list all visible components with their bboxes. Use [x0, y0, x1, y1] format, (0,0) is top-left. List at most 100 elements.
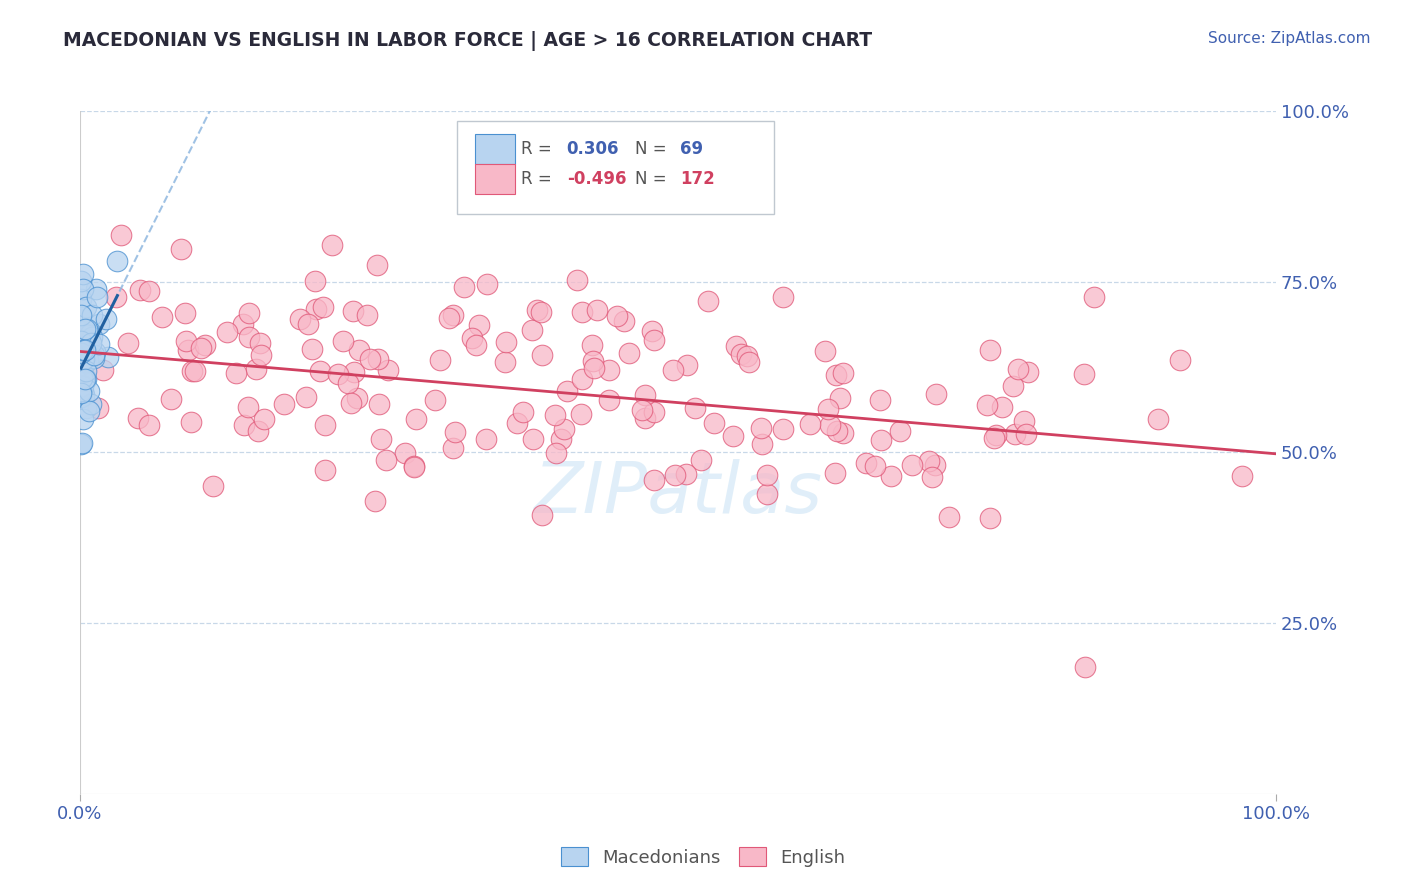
Point [72, 282, 94, 296]
Point [586, 302, 609, 317]
Point [80, 308, 103, 322]
Point [343, 365, 366, 379]
Point [312, 300, 335, 314]
Point [925, 386, 948, 401]
Point [72, 351, 94, 366]
Point [70, 308, 93, 322]
Point [70, 436, 93, 450]
Point [233, 418, 256, 433]
Point [238, 306, 260, 320]
FancyBboxPatch shape [475, 164, 515, 194]
Point [1007, 362, 1029, 376]
Point [921, 470, 943, 484]
Point [72, 267, 94, 281]
Point [79, 326, 101, 341]
Point [340, 396, 363, 410]
Point [865, 458, 887, 473]
Point [735, 349, 758, 363]
Point [824, 368, 846, 383]
Text: 172: 172 [681, 170, 716, 188]
Point [366, 258, 388, 272]
Point [749, 421, 772, 435]
Point [664, 467, 686, 482]
Point [832, 367, 855, 381]
Point [138, 417, 160, 432]
Point [828, 392, 851, 406]
Point [990, 400, 1012, 414]
Point [364, 494, 387, 508]
Point [634, 411, 657, 425]
Point [253, 412, 276, 426]
Point [184, 364, 207, 378]
Point [703, 417, 725, 431]
Point [173, 306, 195, 320]
Point [367, 351, 389, 366]
Point [598, 392, 620, 407]
Point [70, 292, 93, 306]
Point [689, 453, 711, 467]
Point [129, 283, 152, 297]
Point [73, 352, 96, 367]
Point [73, 388, 96, 402]
Text: N =: N = [636, 140, 672, 158]
Point [70, 324, 93, 338]
Point [76, 322, 98, 336]
Point [80, 336, 103, 351]
Point [82, 329, 104, 343]
Text: -0.496: -0.496 [567, 170, 626, 188]
Point [1004, 427, 1026, 442]
Point [245, 362, 267, 376]
Point [1012, 414, 1035, 428]
Point [475, 277, 498, 292]
Point [643, 405, 665, 419]
Point [550, 432, 572, 446]
Text: R =: R = [522, 140, 557, 158]
Point [889, 424, 911, 438]
Point [522, 432, 544, 446]
Point [304, 273, 326, 287]
Point [176, 343, 198, 357]
Point [606, 309, 628, 323]
Point [72, 411, 94, 425]
Point [86, 290, 108, 304]
Point [72, 343, 94, 358]
Point [976, 398, 998, 412]
Point [202, 479, 225, 493]
Text: MACEDONIAN VS ENGLISH IN LABOR FORCE | AGE > 16 CORRELATION CHART: MACEDONIAN VS ENGLISH IN LABOR FORCE | A… [63, 31, 872, 51]
Point [180, 364, 202, 378]
Point [127, 410, 149, 425]
Point [75, 323, 97, 337]
Point [825, 424, 848, 438]
Point [1168, 352, 1191, 367]
Point [70, 334, 93, 349]
Point [814, 343, 837, 358]
Point [180, 415, 202, 429]
Point [72, 368, 94, 383]
Point [984, 428, 1007, 442]
Point [72, 384, 94, 399]
Point [93, 362, 115, 376]
Point [70, 370, 93, 384]
Point [75, 343, 97, 358]
Text: ZIPatlas: ZIPatlas [533, 458, 823, 528]
Point [817, 401, 839, 416]
Point [83, 347, 105, 361]
Point [721, 429, 744, 443]
Point [72, 334, 94, 349]
Point [374, 453, 396, 467]
Point [394, 445, 416, 459]
Point [751, 437, 773, 451]
Point [581, 338, 603, 352]
Point [1001, 379, 1024, 393]
Point [402, 460, 425, 475]
Point [465, 337, 488, 351]
Point [236, 400, 259, 414]
Point [70, 343, 93, 357]
Point [174, 334, 197, 348]
Point [70, 348, 93, 362]
Point [643, 333, 665, 347]
Point [70, 437, 93, 451]
Point [824, 466, 846, 480]
Point [1073, 368, 1095, 382]
Point [75, 300, 97, 314]
